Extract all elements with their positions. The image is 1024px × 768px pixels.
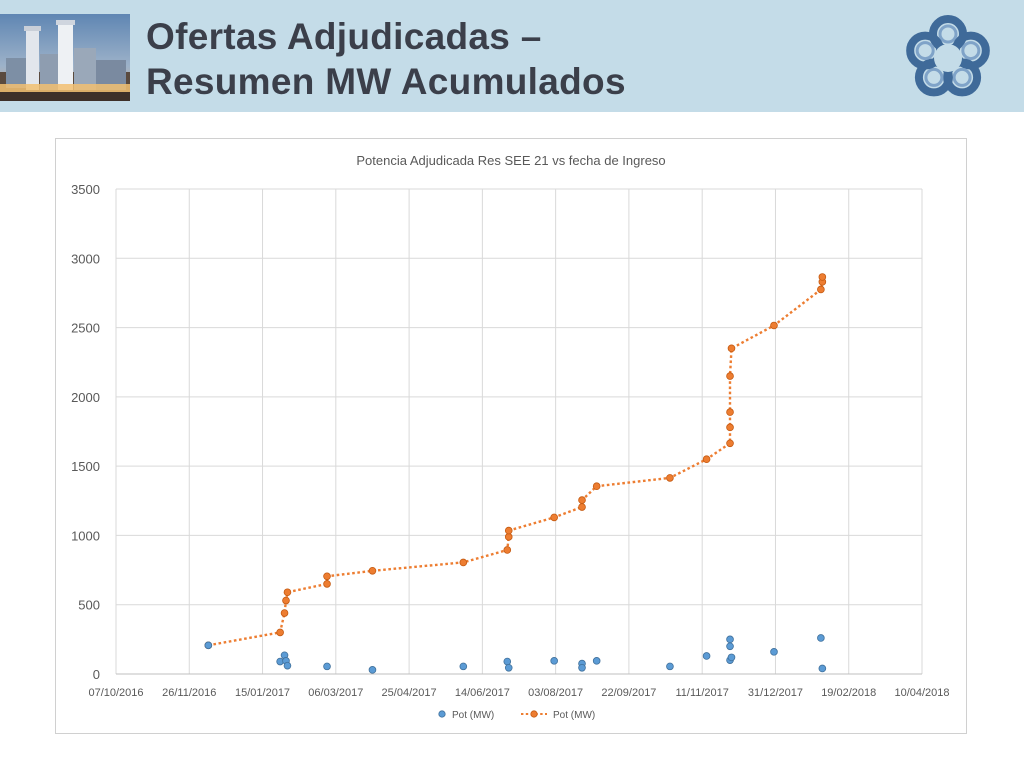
individual-point bbox=[578, 663, 586, 672]
y-tick-label: 1500 bbox=[71, 459, 100, 474]
plot-area: 0 500 1000 1500 2000 2500 3000 3500 07/10/2016 2… bbox=[71, 182, 949, 699]
cumulative-point bbox=[726, 439, 734, 448]
logo-petal-inner bbox=[952, 67, 972, 87]
cumulative-point bbox=[666, 474, 674, 482]
individual-point bbox=[702, 652, 711, 660]
cumulative-point bbox=[283, 588, 292, 597]
individual-point bbox=[817, 634, 825, 642]
x-tick-label: 22/09/2017 bbox=[601, 687, 656, 699]
cumulative-point bbox=[503, 546, 512, 554]
cumulative-line bbox=[208, 277, 824, 647]
flower-logo-icon bbox=[906, 15, 990, 97]
individual-point bbox=[666, 662, 674, 671]
cumulative-point bbox=[726, 372, 734, 380]
x-tick-label: 10/04/2018 bbox=[894, 687, 949, 699]
y-tick-label: 2500 bbox=[71, 321, 100, 336]
x-tick-label: 11/11/2017 bbox=[675, 687, 728, 699]
logo-petal-inner bbox=[961, 41, 981, 61]
cumulative-point bbox=[323, 572, 331, 581]
cumulative-point bbox=[702, 455, 711, 464]
legend-label-individual: Pot (MW) bbox=[452, 710, 494, 721]
cumulative-point bbox=[770, 321, 778, 330]
chart-frame: Potencia Adjudicada Res SEE 21 vs fecha … bbox=[55, 138, 967, 734]
plot-background bbox=[116, 189, 922, 674]
cumulative-point bbox=[368, 566, 377, 575]
cumulative-point bbox=[592, 482, 601, 491]
series-cumulative bbox=[204, 273, 827, 650]
slide-header: Ofertas Adjudicadas – Resumen MW Acumula… bbox=[0, 0, 1024, 112]
individual-point bbox=[323, 662, 331, 671]
slide-title-line-1: Ofertas Adjudicadas – bbox=[146, 16, 542, 57]
y-tick-label: 1000 bbox=[71, 528, 100, 543]
cumulative-point bbox=[818, 273, 827, 281]
slide-title: Ofertas Adjudicadas – Resumen MW Acumula… bbox=[146, 14, 626, 104]
y-tick-label: 3000 bbox=[71, 251, 100, 266]
series-individual bbox=[204, 634, 827, 674]
individual-point bbox=[550, 657, 558, 665]
power-plant-photo bbox=[0, 14, 130, 101]
legend-label-cumulative: Pot (MW) bbox=[553, 710, 595, 721]
individual-point bbox=[592, 657, 601, 665]
cumulative-point bbox=[578, 496, 586, 504]
logo-petal-inner bbox=[938, 24, 958, 44]
logo-petal-inner bbox=[924, 67, 944, 87]
y-tick-label: 500 bbox=[78, 598, 100, 613]
y-tick-label: 2000 bbox=[71, 390, 100, 405]
logo-center bbox=[934, 44, 962, 72]
individual-point bbox=[204, 641, 213, 650]
individual-point bbox=[368, 666, 377, 674]
chart-title: Potencia Adjudicada Res SEE 21 vs fecha … bbox=[356, 153, 665, 168]
individual-point bbox=[459, 662, 468, 671]
cumulative-point bbox=[550, 513, 558, 522]
x-tick-label: 19/02/2018 bbox=[821, 687, 876, 699]
cumulative-point bbox=[282, 596, 290, 605]
individual-point bbox=[726, 642, 734, 651]
x-tick-label: 06/03/2017 bbox=[308, 687, 363, 699]
cumulative-point bbox=[504, 526, 513, 535]
individual-point bbox=[726, 635, 734, 644]
individual-point bbox=[818, 664, 827, 673]
cumulative-point bbox=[280, 609, 289, 617]
x-tick-label: 15/01/2017 bbox=[235, 687, 290, 699]
y-tick-label: 3500 bbox=[71, 182, 100, 197]
individual-point bbox=[283, 661, 292, 670]
x-tick-label: 26/11/2016 bbox=[162, 687, 216, 699]
legend-marker-cumulative bbox=[530, 710, 538, 718]
cumulative-point bbox=[726, 408, 734, 416]
legend-marker-individual bbox=[438, 710, 446, 718]
logo-petal-inner bbox=[915, 41, 935, 61]
cumulative-point bbox=[323, 580, 331, 588]
individual-point bbox=[504, 663, 513, 672]
cumulative-point bbox=[726, 423, 734, 432]
chart-svg: Potencia Adjudicada Res SEE 21 vs fecha … bbox=[71, 153, 949, 721]
x-tick-label: 14/06/2017 bbox=[455, 687, 510, 699]
chart-legend: Pot (MW) Pot (MW) bbox=[438, 710, 595, 721]
cumulative-point bbox=[276, 628, 284, 637]
y-tick-label: 0 bbox=[93, 667, 100, 682]
individual-point bbox=[727, 653, 736, 662]
cumulative-point bbox=[504, 533, 513, 541]
y-axis-ticks: 0 500 1000 1500 2000 2500 3000 3500 bbox=[71, 182, 100, 682]
cumulative-point bbox=[727, 344, 736, 353]
x-axis-ticks: 07/10/2016 26/11/2016 15/01/2017 06/03/2017… bbox=[88, 687, 949, 699]
x-tick-label: 31/12/2017 bbox=[748, 687, 803, 699]
individual-point bbox=[503, 657, 512, 666]
individual-point bbox=[770, 648, 778, 656]
x-tick-label: 07/10/2016 bbox=[88, 687, 143, 699]
cumulative-point bbox=[459, 558, 468, 567]
x-tick-label: 25/04/2017 bbox=[382, 687, 437, 699]
slide-title-line-2: Resumen MW Acumulados bbox=[146, 61, 626, 102]
x-tick-label: 03/08/2017 bbox=[528, 687, 583, 699]
cumulative-point bbox=[578, 503, 586, 511]
cumulative-point bbox=[817, 285, 825, 294]
